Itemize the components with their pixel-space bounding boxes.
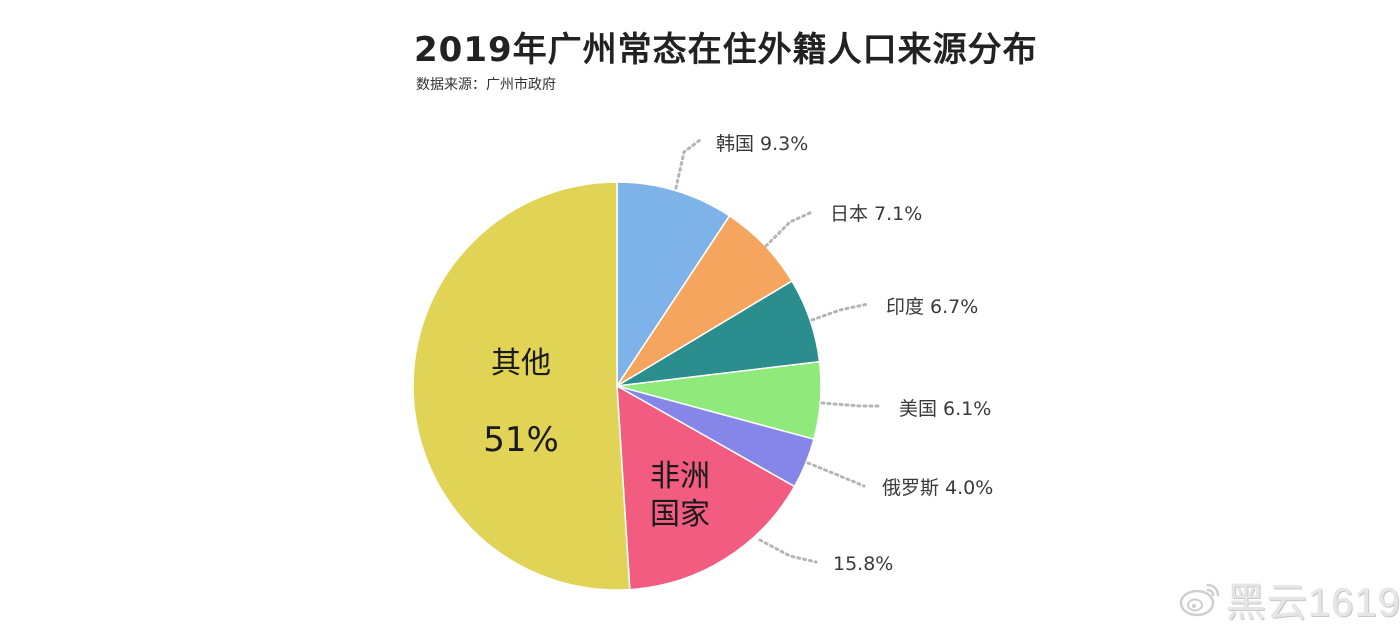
connector-韩国 bbox=[674, 138, 702, 190]
slice-label-印度: 印度 6.7% bbox=[886, 296, 978, 318]
slice-label-俄罗斯: 俄罗斯 4.0% bbox=[882, 477, 993, 499]
slice-inner-label-非洲国家-0: 非洲 bbox=[650, 459, 710, 494]
connector-美国 bbox=[820, 401, 882, 408]
slice-label-美国: 美国 6.1% bbox=[899, 398, 991, 420]
label-connectors bbox=[674, 138, 882, 564]
slice-inner-label-其他: 其他 bbox=[491, 346, 551, 381]
pie-slice-非洲国家 bbox=[616, 384, 796, 591]
watermark: 黑云1619 bbox=[1178, 574, 1400, 625]
watermark-text: 黑云1619 bbox=[1226, 581, 1400, 625]
connector-俄罗斯 bbox=[806, 461, 866, 488]
connector-印度 bbox=[810, 302, 870, 322]
slice-inner-label-非洲国家-1: 国家 bbox=[650, 497, 710, 532]
weibo-icon bbox=[1179, 583, 1220, 617]
slice-label-非洲国家: 15.8% bbox=[833, 553, 893, 575]
slice-inner-value-其他: 51% bbox=[483, 420, 559, 460]
slice-labels: 韩国 9.3% 日本 7.1% 印度 6.7% 美国 6.1% 俄罗斯 4.0% 15.8… bbox=[483, 133, 993, 575]
pie-slice-其他 bbox=[412, 181, 631, 591]
slice-label-日本: 日本 7.1% bbox=[830, 203, 922, 225]
slice-label-韩国: 韩国 9.3% bbox=[716, 133, 808, 155]
pie-slice-韩国 bbox=[616, 181, 731, 389]
connector-日本 bbox=[764, 210, 814, 248]
connector-非洲国家 bbox=[758, 538, 818, 564]
chart-title: 2019年广州常态在住外籍人口来源分布 bbox=[414, 30, 1038, 70]
pie-slices bbox=[412, 181, 822, 591]
chart-subtitle: 数据来源：广州市政府 bbox=[416, 77, 556, 93]
